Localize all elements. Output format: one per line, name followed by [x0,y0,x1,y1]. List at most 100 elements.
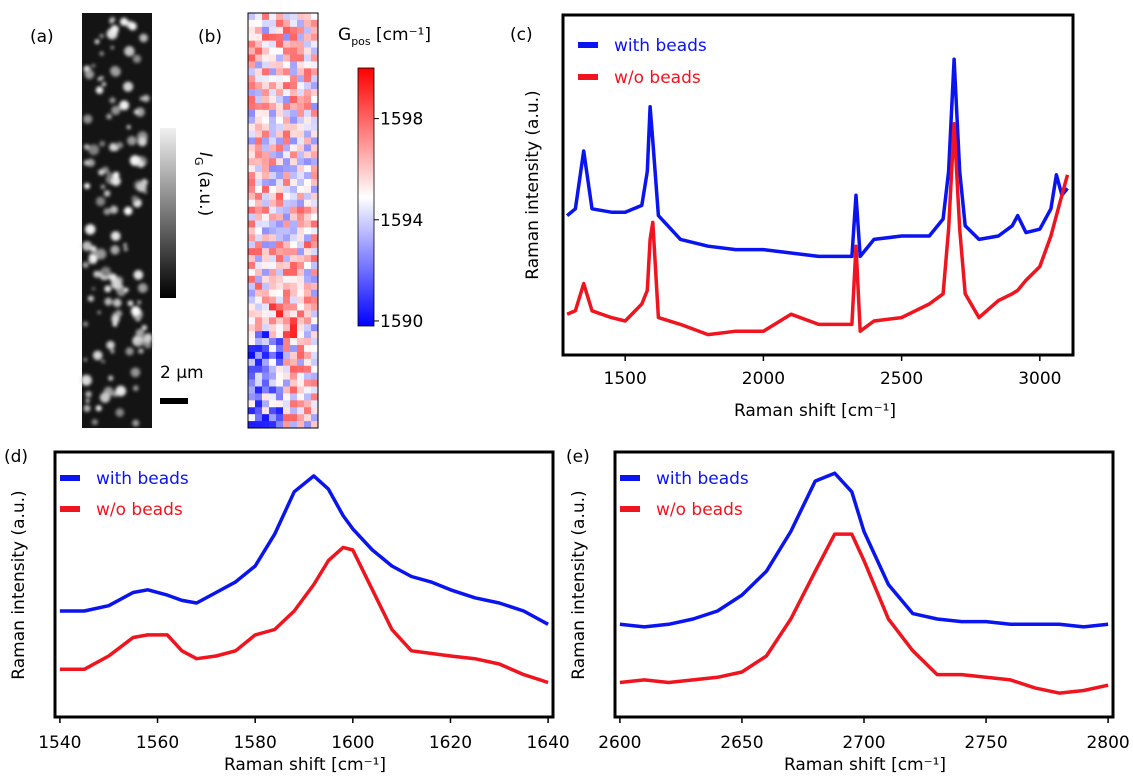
colorbar-label: IG (a.u.) [192,152,215,216]
pixel [248,206,256,214]
spot [136,182,147,193]
pixel [304,338,312,346]
pixel [248,61,256,69]
pixel [297,192,305,201]
pixel [290,151,298,159]
pixel [283,400,291,408]
pixel [311,54,319,62]
pixel [283,151,291,159]
pixel [262,296,270,304]
pixel [269,123,277,131]
pixel [255,268,263,277]
pixel [248,75,256,83]
pixel [304,351,312,360]
pixel [248,234,256,242]
pixel [283,241,291,249]
pixel [255,54,263,62]
pixel [311,13,319,21]
pixel [304,206,312,214]
pixel [276,185,284,194]
pixel [290,13,298,21]
pixel [304,123,312,131]
pixel [276,19,284,28]
pixel [276,393,284,401]
pixel [290,33,298,41]
pixel [311,421,319,429]
pixel [255,351,263,360]
spot [143,340,152,349]
spot [111,279,122,290]
pixel [311,82,319,90]
spot [127,300,134,307]
pixel [290,351,298,360]
pixel [290,365,298,373]
pixel [304,165,312,173]
pixel [311,379,319,387]
pixel [290,158,298,166]
pixel [290,338,298,346]
pixel [248,393,256,401]
colorbar-label: Gpos [cm⁻¹] [338,25,431,48]
image-frame [247,12,319,429]
pixel [297,317,305,325]
spot [131,195,139,203]
pixel [297,338,305,346]
pixel [311,89,319,97]
x-tick-label: 1560 [136,733,179,753]
pixel [304,331,312,339]
pixel [304,234,312,242]
pixel [276,179,284,187]
pixel [290,248,298,256]
spot [137,283,148,293]
pixel [283,255,291,263]
scalebar [160,398,188,404]
pixel [297,33,305,41]
pixel [304,282,312,290]
pixel [248,192,256,201]
colorbar-tick-label: 1594 [380,211,423,231]
pixel [311,400,319,408]
pixel [283,324,291,332]
pixel [304,345,312,353]
pixel [311,172,319,180]
pixel [269,206,277,214]
pixel [304,54,312,62]
spot [88,144,100,156]
pixel [304,61,312,69]
pixel [276,144,284,152]
pixel [269,407,277,415]
pixel [255,310,263,318]
pixel [276,282,284,290]
pixel [311,158,319,166]
pixel [283,199,291,207]
pixel [311,213,319,221]
pixel [290,289,298,297]
pixel [290,130,298,138]
pixel [262,61,270,69]
pixel [297,172,305,180]
pixel [276,68,284,76]
pixel [283,206,291,214]
pixel [269,289,277,297]
pixel [248,275,256,284]
pixel [248,379,256,387]
pixel [262,47,270,55]
label-unit: (a.u.) [195,166,215,217]
pixel [304,151,312,159]
pixel [269,19,277,28]
pixel [297,19,305,28]
pixel [290,144,298,152]
pixel [290,192,298,201]
pixel [262,68,270,76]
pixel [248,213,256,221]
spot [116,286,127,297]
pixel [248,317,256,325]
pixel [304,365,312,373]
pixel [283,338,291,346]
pixel [283,102,291,111]
pixel [262,255,270,263]
pixel [304,68,312,76]
spot [93,270,101,278]
label-unit: [cm⁻¹] [371,25,431,45]
spot [138,348,144,354]
